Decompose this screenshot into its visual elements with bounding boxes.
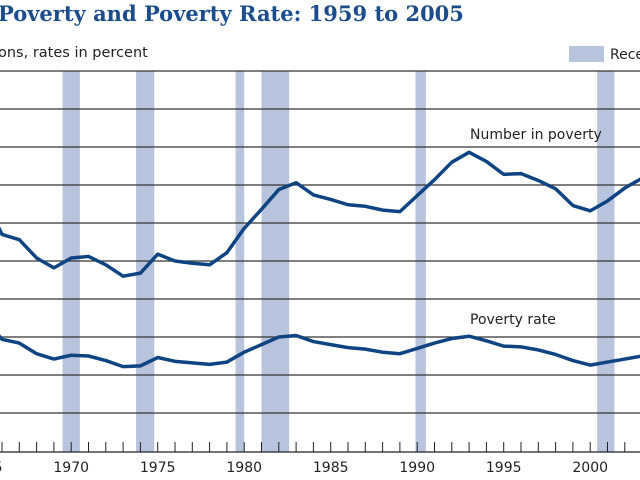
x-tick-label: 2000 bbox=[572, 460, 608, 476]
legend-recession-label: Recession bbox=[610, 47, 640, 63]
x-tick-label: 1965 bbox=[0, 460, 3, 476]
poverty-rate-line bbox=[0, 333, 640, 369]
series-label-number: Number in poverty bbox=[470, 127, 602, 143]
x-tick-label: 1995 bbox=[486, 460, 522, 476]
x-tick-label: 1985 bbox=[313, 460, 349, 476]
x-tick-label: 1975 bbox=[140, 460, 176, 476]
x-tick-label: 1990 bbox=[399, 460, 435, 476]
number-in-poverty-line bbox=[0, 150, 640, 278]
chart-subtitle: ons, rates in percent bbox=[0, 45, 148, 61]
series-label-rate: Poverty rate bbox=[470, 312, 556, 328]
chart-title: Poverty and Poverty Rate: 1959 to 2005 bbox=[0, 1, 464, 26]
x-tick-label: 1980 bbox=[226, 460, 262, 476]
x-tick-label: 1970 bbox=[53, 460, 89, 476]
legend-recession-swatch bbox=[569, 46, 604, 62]
